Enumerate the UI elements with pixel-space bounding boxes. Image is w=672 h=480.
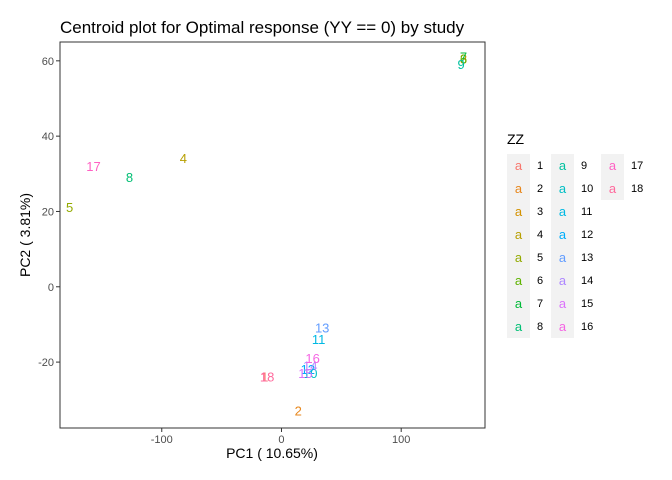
point-label-9: 9 xyxy=(457,57,464,72)
legend-key-glyph: a xyxy=(559,227,567,242)
point-label-12: 12 xyxy=(301,362,315,377)
legend-key-glyph: a xyxy=(559,296,567,311)
point-label-13: 13 xyxy=(315,321,329,336)
legend-key-box xyxy=(507,200,530,223)
x-tick-label: 100 xyxy=(392,434,410,446)
legend-label-11: 11 xyxy=(581,206,592,218)
x-tick-label: -100 xyxy=(151,434,173,446)
legend-label-6: 6 xyxy=(537,275,543,287)
point-label-1: 1 xyxy=(261,370,268,385)
point-label-16: 16 xyxy=(305,351,319,366)
y-tick-label: 40 xyxy=(42,131,54,143)
point-label-7: 7 xyxy=(460,50,467,65)
legend-key-box xyxy=(551,200,574,223)
legend-label-3: 3 xyxy=(537,206,543,218)
legend-key-box xyxy=(507,269,530,292)
point-label-3: 3 xyxy=(460,51,467,66)
y-tick-label: 60 xyxy=(42,56,54,68)
legend-key-glyph: a xyxy=(559,158,567,173)
chart-title: Centroid plot for Optimal response (YY =… xyxy=(60,18,465,37)
legend-key-glyph: a xyxy=(515,204,523,219)
legend-key-glyph: a xyxy=(559,250,567,265)
legend-label-16: 16 xyxy=(581,321,593,333)
point-label-15: 15 xyxy=(298,366,312,381)
point-label-6: 6 xyxy=(460,51,467,66)
legend-key-glyph: a xyxy=(515,296,523,311)
legend-label-17: 17 xyxy=(631,160,643,172)
legend-key-box xyxy=(551,315,574,338)
legend-label-7: 7 xyxy=(537,298,543,310)
x-axis: -100 0 100 xyxy=(151,428,410,446)
point-label-8: 8 xyxy=(126,170,133,185)
point-label-17: 17 xyxy=(86,159,100,174)
legend-label-15: 15 xyxy=(581,298,593,310)
point-label-11: 11 xyxy=(312,332,326,347)
legend-key-glyph: a xyxy=(515,273,523,288)
legend-key-glyph: a xyxy=(515,319,523,334)
legend-key-box xyxy=(551,177,574,200)
legend-key-box xyxy=(601,177,624,200)
legend-key-glyph: a xyxy=(515,250,523,265)
x-axis-title: PC1 ( 10.65%) xyxy=(226,445,318,461)
legend-key-box xyxy=(551,269,574,292)
legend-key-box xyxy=(551,154,574,177)
legend-label-5: 5 xyxy=(537,252,543,264)
point-label-2: 2 xyxy=(295,404,302,419)
y-tick-label: -20 xyxy=(38,357,54,369)
legend-label-9: 9 xyxy=(581,160,587,172)
legend-key-glyph: a xyxy=(515,227,523,242)
legend-key-glyph: a xyxy=(559,319,567,334)
legend: ZZ a 1 a 2 a 3 a 4 a 5 a 6 a 7 a 8 a 9 a 10 a 11 a 12 a 13 a 14 a 15 a… xyxy=(507,131,643,338)
legend-key-box xyxy=(507,246,530,269)
legend-key-box xyxy=(507,177,530,200)
legend-key-glyph: a xyxy=(559,181,567,196)
legend-key-glyph: a xyxy=(559,204,567,219)
legend-label-1: 1 xyxy=(537,160,543,172)
legend-label-8: 8 xyxy=(537,321,543,333)
legend-key-box xyxy=(551,246,574,269)
plot-panel xyxy=(59,41,486,429)
legend-label-18: 18 xyxy=(631,183,643,195)
legend-key-box xyxy=(507,154,530,177)
point-label-18: 18 xyxy=(260,370,274,385)
legend-key-box xyxy=(551,292,574,315)
legend-key-glyph: a xyxy=(515,181,523,196)
legend-key-glyph: a xyxy=(609,158,617,173)
legend-label-2: 2 xyxy=(537,183,543,195)
legend-label-14: 14 xyxy=(581,275,593,287)
legend-key-box xyxy=(507,292,530,315)
x-tick-label: 0 xyxy=(278,434,284,446)
legend-label-10: 10 xyxy=(581,183,593,195)
y-axis-title: PC2 ( 3.81%) xyxy=(17,193,33,277)
legend-key-box xyxy=(507,223,530,246)
legend-key-glyph: a xyxy=(609,181,617,196)
point-label-14: 14 xyxy=(303,358,317,373)
legend-label-13: 13 xyxy=(581,252,593,264)
legend-title: ZZ xyxy=(507,131,525,147)
y-tick-label: 0 xyxy=(48,282,54,294)
point-label-10: 10 xyxy=(303,366,317,381)
legend-label-4: 4 xyxy=(537,229,543,241)
y-axis: -20 0 20 40 60 xyxy=(38,56,60,369)
legend-key-box xyxy=(507,315,530,338)
legend-key-box xyxy=(551,223,574,246)
point-label-4: 4 xyxy=(180,151,187,166)
point-label-5: 5 xyxy=(66,200,73,215)
legend-key-glyph: a xyxy=(559,273,567,288)
legend-key-box xyxy=(601,154,624,177)
legend-key-glyph: a xyxy=(515,158,523,173)
legend-label-12: 12 xyxy=(581,229,593,241)
y-tick-label: 20 xyxy=(42,206,54,218)
